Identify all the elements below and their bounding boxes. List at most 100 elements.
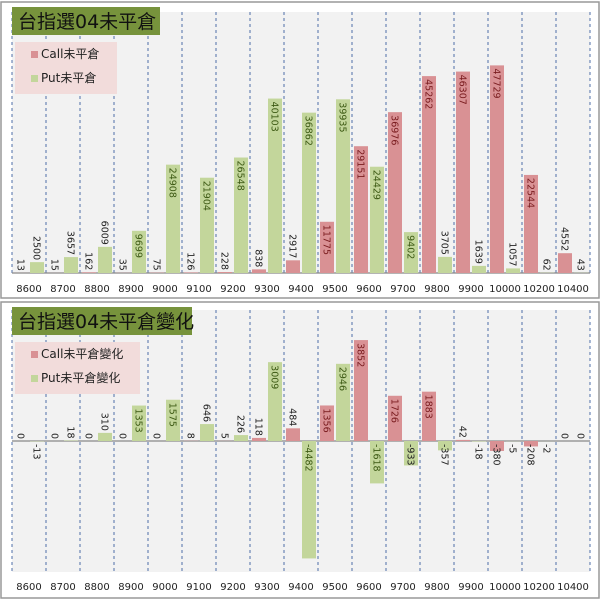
- data-label: 484: [287, 408, 298, 426]
- data-label: 22544: [525, 178, 536, 208]
- data-label: 3852: [355, 343, 366, 367]
- data-label: -357: [439, 444, 450, 466]
- x-tick-label: 8600: [16, 284, 41, 295]
- put-bar: [200, 424, 214, 441]
- data-label: -933: [405, 444, 416, 466]
- put-bar: [370, 441, 384, 484]
- data-label: 5: [219, 433, 230, 439]
- data-label: 45262: [423, 79, 434, 109]
- put-bar: [404, 441, 418, 466]
- data-label: 62: [541, 259, 552, 271]
- call-bar: [354, 340, 368, 441]
- data-label: -13: [31, 444, 42, 460]
- data-label: 162: [83, 252, 94, 270]
- data-label: 21904: [201, 181, 212, 211]
- data-label: 838: [253, 249, 264, 267]
- chart-title-box: [12, 307, 192, 335]
- data-label: 13: [15, 259, 26, 271]
- data-label: 126: [185, 252, 196, 270]
- data-label: 0: [117, 433, 128, 439]
- data-label: 40103: [269, 102, 280, 132]
- x-tick-label: 8700: [50, 284, 75, 295]
- put-bar: [438, 441, 452, 451]
- x-tick-label: 10200: [523, 284, 555, 295]
- put-bar: [166, 164, 180, 273]
- put-bar: [302, 441, 316, 559]
- data-label: -1618: [371, 444, 382, 472]
- chart-title: 台指選04未平倉: [18, 11, 156, 33]
- data-label: 24429: [371, 170, 382, 200]
- put-bar: [268, 98, 282, 274]
- put-bar: [98, 246, 112, 273]
- x-tick-label: 9700: [390, 582, 415, 593]
- data-label: 0: [15, 433, 26, 439]
- data-label: 646: [201, 404, 212, 422]
- data-label: 0: [49, 433, 60, 439]
- data-label: -2: [541, 444, 552, 453]
- x-tick-label: 8900: [118, 582, 143, 593]
- put-bar: [268, 362, 282, 441]
- data-label: 9699: [133, 234, 144, 258]
- data-label: -5: [507, 444, 518, 453]
- legend: [15, 42, 117, 94]
- x-tick-label: 9900: [458, 284, 483, 295]
- x-tick-label: 9800: [424, 582, 449, 593]
- call-bar: [388, 395, 402, 441]
- chart-panel-1: 8600 8700 8800 8900 9000 9100 9200 9300 9400 9500…: [0, 1, 600, 299]
- x-tick-label: 9400: [288, 284, 313, 295]
- put-bar: [506, 268, 520, 273]
- data-label: 1353: [133, 409, 144, 433]
- call-bar: [388, 112, 402, 273]
- call-bar: [252, 269, 266, 273]
- x-tick-label: 9500: [322, 582, 347, 593]
- call-bar: [524, 174, 538, 273]
- call-bar: [184, 272, 198, 273]
- data-label: 226: [235, 415, 246, 433]
- chart-panel-2: 8600 8700 8800 8900 9000 9100 9200 9300 9400 9500…: [0, 301, 600, 599]
- put-bar: [370, 166, 384, 273]
- put-bar: [30, 262, 44, 273]
- x-tick-label: 9500: [322, 284, 347, 295]
- x-tick-label: 9200: [220, 582, 245, 593]
- x-tick-label: 9100: [186, 582, 211, 593]
- x-tick-label: 9300: [254, 284, 279, 295]
- x-tick-label: 8600: [16, 582, 41, 593]
- x-tick-label: 9000: [152, 284, 177, 295]
- data-label: 1057: [507, 242, 518, 266]
- x-tick-label: 9900: [458, 582, 483, 593]
- call-bar: [354, 146, 368, 273]
- x-tick-label: 9600: [356, 582, 381, 593]
- put-bar: [438, 256, 452, 273]
- put-bar: [200, 177, 214, 273]
- data-label: 0: [83, 433, 94, 439]
- legend-label: Put未平倉: [41, 70, 96, 85]
- put-bar: [132, 230, 146, 273]
- call-bar: [82, 272, 96, 273]
- data-label: 1639: [473, 240, 484, 264]
- put-bar: [234, 157, 248, 273]
- data-label: 42: [457, 426, 468, 438]
- data-label: 9402: [405, 235, 416, 259]
- data-label: 1575: [167, 403, 178, 427]
- data-label: 8: [185, 433, 196, 439]
- data-label: 0: [151, 433, 162, 439]
- put-bar: [404, 232, 418, 273]
- data-label: 2500: [31, 236, 42, 260]
- data-label: 6009: [99, 221, 110, 245]
- data-label: 3705: [439, 231, 450, 255]
- data-label: 1726: [389, 399, 400, 423]
- legend: [15, 342, 140, 394]
- data-label: 39935: [337, 102, 348, 132]
- data-label: 15: [49, 259, 60, 271]
- data-label: -4482: [303, 444, 314, 472]
- call-bar: [490, 441, 504, 451]
- data-label: 3009: [269, 365, 280, 389]
- data-label: 1883: [423, 395, 434, 419]
- data-label: 4552: [559, 227, 570, 251]
- x-tick-label: 9200: [220, 284, 245, 295]
- x-tick-label: 10000: [489, 284, 521, 295]
- x-tick-label: 8800: [84, 284, 109, 295]
- x-tick-label: 9100: [186, 284, 211, 295]
- put-bar: [166, 399, 180, 441]
- call-bar: [524, 441, 538, 447]
